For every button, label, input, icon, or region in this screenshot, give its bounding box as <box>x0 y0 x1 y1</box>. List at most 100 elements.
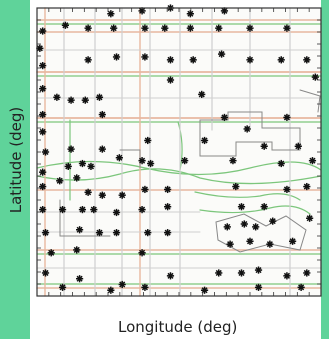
building-outline <box>199 111 301 157</box>
data-point-37 <box>220 113 229 122</box>
data-point-80 <box>95 229 104 237</box>
data-point-20 <box>166 56 175 64</box>
data-point-45 <box>260 142 268 150</box>
data-point-7 <box>84 24 92 32</box>
data-point-19 <box>141 53 149 61</box>
data-point-26 <box>166 76 175 84</box>
data-point-36 <box>198 90 206 98</box>
data-point-30 <box>67 96 75 104</box>
data-point-39 <box>283 113 291 122</box>
data-point-53 <box>147 159 155 168</box>
data-point-23 <box>246 56 254 64</box>
data-point-60 <box>73 174 81 182</box>
data-point-6 <box>61 21 69 29</box>
data-point-25 <box>303 56 311 64</box>
data-point-13 <box>246 24 254 32</box>
data-point-11 <box>186 24 194 32</box>
data-point-96 <box>41 269 50 277</box>
data-point-12 <box>215 24 223 32</box>
building-outline <box>299 89 321 113</box>
data-point-98 <box>118 280 126 289</box>
data-point-69 <box>39 206 47 214</box>
data-point-76 <box>237 203 246 211</box>
data-point-90 <box>73 246 81 254</box>
data-point-85 <box>240 220 248 228</box>
data-point-86 <box>252 223 260 231</box>
data-point-89 <box>47 249 55 257</box>
data-point-56 <box>277 159 285 168</box>
data-point-92 <box>226 240 234 248</box>
data-point-65 <box>164 185 172 194</box>
data-point-70 <box>58 206 67 214</box>
data-point-62 <box>98 191 106 199</box>
data-point-95 <box>289 237 297 245</box>
data-point-63 <box>118 191 126 199</box>
data-point-79 <box>76 226 84 234</box>
data-point-66 <box>232 182 240 191</box>
data-point-0 <box>107 10 115 18</box>
data-point-18 <box>112 53 121 61</box>
data-point-81 <box>112 229 121 237</box>
data-point-59 <box>56 177 64 185</box>
data-point-40 <box>41 148 50 156</box>
data-point-47 <box>39 168 47 176</box>
data-point-42 <box>98 145 106 153</box>
data-point-88 <box>306 214 314 222</box>
data-point-100 <box>215 269 223 277</box>
data-point-73 <box>112 208 121 217</box>
data-point-44 <box>200 136 209 145</box>
data-point-14 <box>283 24 291 32</box>
data-point-67 <box>283 185 291 194</box>
data-point-72 <box>90 206 98 214</box>
data-point-94 <box>266 240 274 248</box>
data-point-10 <box>161 24 169 32</box>
data-point-52 <box>138 157 146 165</box>
data-point-82 <box>144 229 152 237</box>
data-point-46 <box>294 142 302 150</box>
data-point-33 <box>39 110 47 119</box>
data-point-24 <box>277 56 285 64</box>
data-point-51 <box>115 154 123 162</box>
park-path <box>36 168 322 185</box>
data-point-103 <box>283 272 291 280</box>
data-point-35 <box>98 110 106 119</box>
data-point-110 <box>297 283 305 291</box>
data-point-15 <box>36 44 44 52</box>
data-point-93 <box>246 237 254 245</box>
data-point-87 <box>269 217 277 225</box>
data-point-5 <box>39 27 47 35</box>
data-point-71 <box>78 206 87 214</box>
data-point-27 <box>311 73 319 81</box>
data-point-9 <box>141 24 149 32</box>
scatter-points <box>36 4 319 294</box>
data-point-32 <box>95 93 104 101</box>
data-point-21 <box>189 56 197 64</box>
data-point-77 <box>260 203 268 211</box>
street-map-background <box>36 7 322 297</box>
data-point-109 <box>254 283 263 291</box>
left-color-band <box>0 0 30 339</box>
data-point-64 <box>141 185 149 194</box>
data-point-104 <box>303 269 311 277</box>
data-point-49 <box>78 159 87 168</box>
data-point-84 <box>223 223 231 231</box>
data-point-29 <box>53 93 61 101</box>
park-path <box>199 205 311 215</box>
data-point-97 <box>76 275 84 283</box>
data-point-78 <box>41 229 50 237</box>
data-point-61 <box>84 188 92 196</box>
data-point-43 <box>144 136 152 145</box>
right-color-band <box>321 0 329 339</box>
data-point-41 <box>67 145 75 153</box>
data-point-16 <box>39 62 47 70</box>
data-point-106 <box>107 286 115 294</box>
data-point-55 <box>229 157 237 165</box>
data-point-91 <box>138 249 146 257</box>
plot-area <box>37 8 321 296</box>
data-point-105 <box>58 283 67 291</box>
data-point-8 <box>110 24 118 32</box>
data-point-99 <box>166 272 175 280</box>
data-point-50 <box>87 162 95 170</box>
